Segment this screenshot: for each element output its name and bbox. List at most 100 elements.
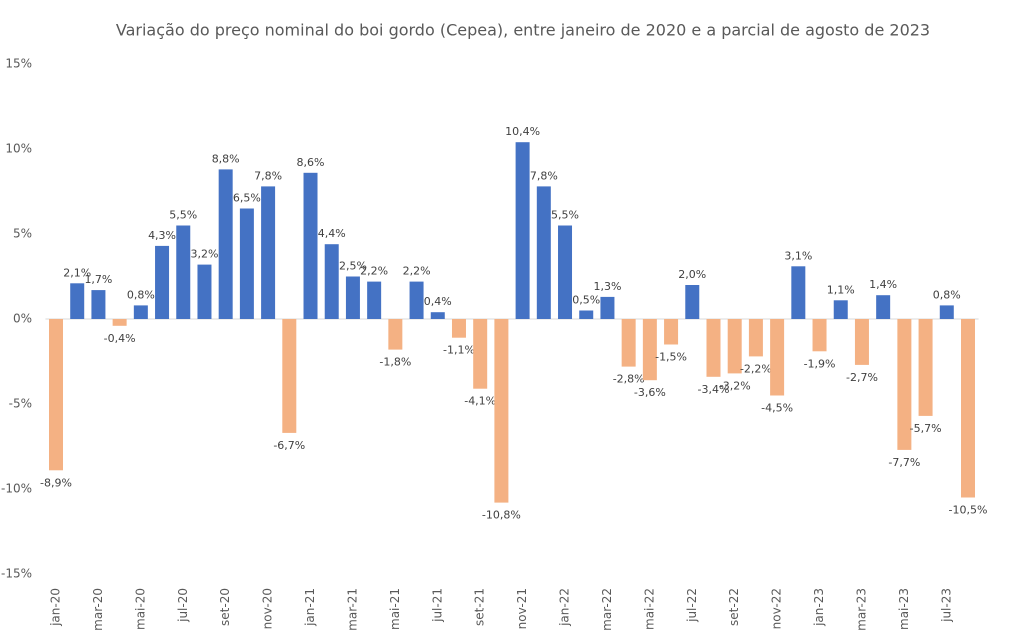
x-tick-label: mar-21: [345, 588, 359, 631]
bar: [939, 305, 954, 319]
value-label: 0,8%: [127, 288, 155, 301]
y-tick-label: 5%: [13, 227, 32, 241]
value-label: -4,1%: [464, 395, 496, 408]
value-label: -10,5%: [949, 504, 988, 517]
bar: [261, 186, 276, 319]
bar: [706, 319, 721, 377]
bar: [579, 310, 594, 319]
y-tick-label: -5%: [9, 397, 32, 411]
value-label: -5,7%: [910, 422, 942, 435]
bar: [748, 319, 763, 357]
bar: [854, 319, 869, 365]
value-label: -1,5%: [655, 351, 687, 364]
bar: [960, 319, 975, 498]
bar: [621, 319, 636, 367]
value-label: 1,3%: [593, 280, 621, 293]
y-tick-label: -15%: [1, 567, 32, 581]
bar: [536, 186, 551, 319]
value-label: 5,5%: [551, 209, 579, 222]
value-label: 2,0%: [678, 268, 706, 281]
bar: [685, 285, 700, 319]
bar: [91, 290, 106, 319]
value-label: -0,4%: [104, 332, 136, 345]
value-label: 5,5%: [169, 209, 197, 222]
value-label: -6,7%: [273, 439, 305, 452]
bar: [664, 319, 679, 345]
bar: [918, 319, 933, 416]
bar: [558, 225, 573, 319]
value-label: 6,5%: [233, 192, 261, 205]
value-label: -1,9%: [804, 357, 836, 370]
value-label: 7,8%: [530, 169, 558, 182]
bar: [451, 319, 466, 338]
bar: [494, 319, 509, 503]
y-tick-label: 10%: [5, 142, 32, 156]
x-tick-label: jan-21: [303, 588, 317, 627]
value-label: 2,2%: [403, 265, 431, 278]
value-label: 3,1%: [784, 249, 812, 262]
bar: [303, 172, 318, 319]
x-tick-label: jan-22: [558, 588, 572, 627]
value-label: -2,7%: [846, 371, 878, 384]
bar: [473, 319, 488, 389]
value-label: 3,2%: [190, 248, 218, 261]
bar: [282, 319, 297, 433]
value-label: -8,9%: [40, 476, 72, 489]
x-tick-label: jul-21: [430, 588, 444, 623]
x-tick-label: nov-20: [261, 588, 275, 629]
value-label: -3,2%: [719, 379, 751, 392]
x-tick-label: set-22: [727, 588, 741, 626]
bar: [49, 319, 64, 471]
value-label: 1,1%: [827, 283, 855, 296]
x-tick-label: mar-20: [91, 588, 105, 631]
x-tick-label: jul-20: [176, 588, 190, 623]
bar: [345, 276, 360, 319]
bar: [197, 264, 212, 319]
bar: [112, 319, 127, 326]
bar: [770, 319, 785, 396]
value-label: 0,8%: [933, 288, 961, 301]
x-tick-label: set-21: [473, 588, 487, 626]
y-tick-label: 0%: [13, 312, 32, 326]
bar: [833, 300, 848, 319]
bar: [324, 244, 339, 319]
bar: [70, 283, 85, 319]
value-label: -7,7%: [888, 456, 920, 469]
x-tick-label: mai-22: [642, 588, 656, 630]
bar: [791, 266, 806, 319]
value-label: -1,1%: [443, 344, 475, 357]
bar: [409, 281, 424, 319]
bar: [897, 319, 912, 450]
bar: [133, 305, 148, 319]
x-tick-label: jul-23: [939, 588, 953, 623]
bar: [155, 245, 170, 319]
x-tick-label: nov-21: [515, 588, 529, 629]
value-label: 0,4%: [424, 295, 452, 308]
value-label: 8,8%: [212, 152, 240, 165]
value-label: 4,3%: [148, 229, 176, 242]
value-label: -3,4%: [698, 383, 730, 396]
bar: [727, 319, 742, 374]
value-label: -10,8%: [482, 509, 521, 522]
bar: [876, 295, 891, 319]
x-tick-label: nov-22: [770, 588, 784, 629]
bar: [367, 281, 382, 319]
chart-title: Variação do preço nominal do boi gordo (…: [116, 21, 930, 40]
bar: [218, 169, 233, 319]
bar: [430, 312, 445, 319]
bar: [812, 319, 827, 352]
value-label: -1,8%: [379, 356, 411, 369]
x-tick-label: mar-23: [854, 588, 868, 631]
value-label: 1,4%: [869, 278, 897, 291]
x-tick-label: mai-23: [897, 588, 911, 630]
value-label: 2,1%: [63, 266, 91, 279]
x-tick-label: set-20: [218, 588, 232, 626]
bar: [642, 319, 657, 381]
x-tick-label: jul-22: [685, 588, 699, 623]
x-tick-label: jan-23: [812, 588, 826, 627]
value-label: -2,2%: [740, 362, 772, 375]
bar: [600, 296, 615, 319]
value-label: 7,8%: [254, 169, 282, 182]
y-tick-label: 15%: [5, 57, 32, 71]
